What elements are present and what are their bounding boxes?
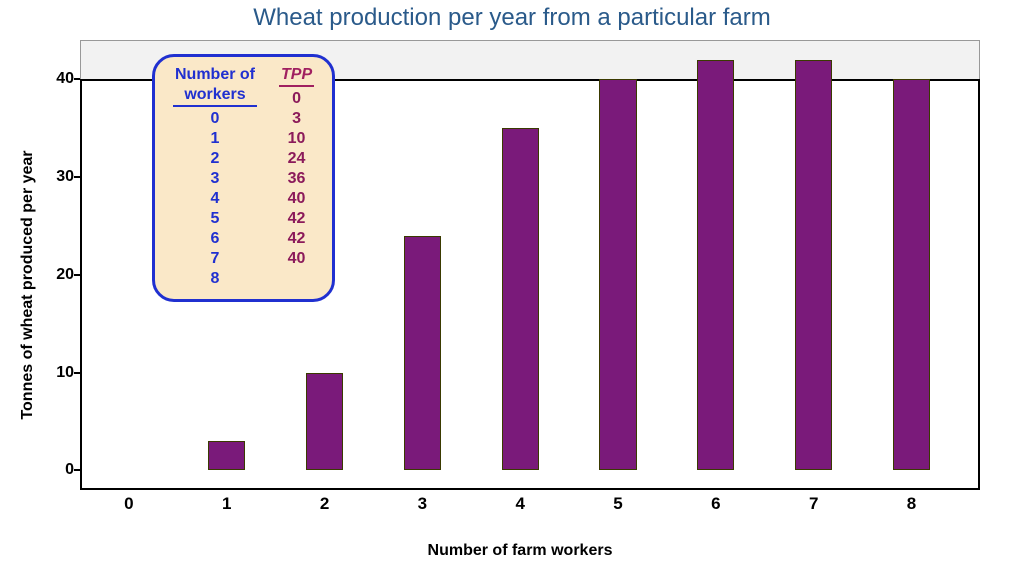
x-tick-label: 4 (515, 490, 524, 514)
legend-cell-workers: 8 (173, 269, 257, 289)
page-title: Wheat production per year from a particu… (0, 4, 1024, 32)
y-tick-mark (74, 78, 80, 80)
legend-cell-workers: 6 (173, 229, 257, 249)
chart-container: Tonnes of wheat produced per year 010203… (50, 40, 990, 530)
legend-cell-workers: 7 (173, 249, 257, 269)
y-tick-mark (74, 372, 80, 374)
legend-cell-tpp: 0 (279, 89, 314, 109)
x-tick-label: 0 (124, 490, 133, 514)
legend-cell-workers: 1 (173, 129, 257, 149)
bar (502, 128, 539, 470)
bar (306, 373, 343, 471)
legend-cell-tpp: 40 (279, 189, 314, 209)
y-tick-mark (74, 176, 80, 178)
legend-cell-tpp: 42 (279, 209, 314, 229)
legend-cell-workers: 3 (173, 169, 257, 189)
x-tick-label: 7 (809, 490, 818, 514)
y-tick-mark (74, 469, 80, 471)
bar (208, 441, 245, 470)
x-tick-label: 6 (711, 490, 720, 514)
legend-header-workers: Number of workers (173, 65, 257, 107)
legend-cell-workers: 4 (173, 189, 257, 209)
legend-cell-tpp: 40 (279, 249, 314, 269)
legend-cell-tpp: 36 (279, 169, 314, 189)
legend-cell-tpp: 24 (279, 149, 314, 169)
x-tick-label: 2 (320, 490, 329, 514)
legend-cell-workers: 5 (173, 209, 257, 229)
bar (893, 79, 930, 470)
data-table-overlay: Number of workers 012345678TPP0310243640… (152, 54, 335, 302)
x-tick-label: 5 (613, 490, 622, 514)
x-axis-label: Number of farm workers (50, 542, 990, 560)
y-axis-label: Tonnes of wheat produced per year (19, 150, 37, 419)
x-tick-label: 8 (907, 490, 916, 514)
legend-cell-tpp: 42 (279, 229, 314, 249)
x-tick-label: 3 (418, 490, 427, 514)
legend-cell-workers: 0 (173, 109, 257, 129)
legend-header-tpp: TPP (279, 65, 314, 87)
legend-cell-tpp: 3 (279, 109, 314, 129)
bar (404, 236, 441, 471)
bar (599, 79, 636, 470)
bar (697, 60, 734, 471)
bar (795, 60, 832, 471)
x-tick-label: 1 (222, 490, 231, 514)
y-tick-mark (74, 274, 80, 276)
legend-cell-tpp: 10 (279, 129, 314, 149)
legend-cell-workers: 2 (173, 149, 257, 169)
plot-area: 010203040012345678Number of workers 0123… (80, 40, 980, 490)
